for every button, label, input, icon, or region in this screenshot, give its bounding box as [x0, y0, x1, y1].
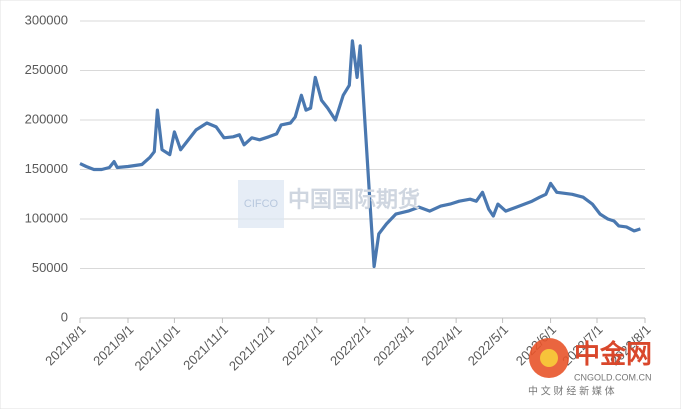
y-tick-label: 150000 [25, 161, 68, 176]
watermark: CIFCO [244, 198, 279, 210]
y-tick-label: 100000 [25, 210, 68, 225]
watermark: CNGOLD.COM.CN [574, 372, 652, 382]
y-tick-label: 300000 [25, 12, 68, 27]
watermark: 中国国际期货 [288, 187, 420, 212]
watermark-box [238, 180, 284, 228]
watermark: 中金网 [574, 339, 652, 369]
y-tick-label: 0 [61, 309, 68, 324]
logo [540, 349, 558, 367]
data-line [79, 39, 641, 269]
y-tick-label: 50000 [32, 260, 68, 275]
y-tick-label: 250000 [25, 62, 68, 77]
watermark: 中 文 财 经 新 媒 体 [528, 385, 615, 398]
y-tick-label: 200000 [25, 111, 68, 126]
